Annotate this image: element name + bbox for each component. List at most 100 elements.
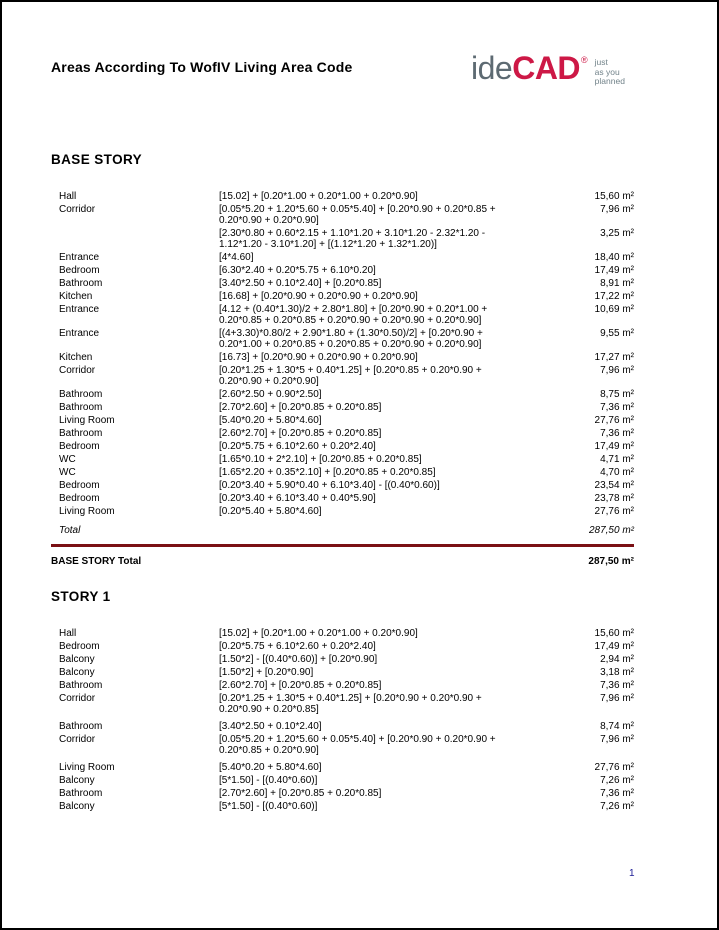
area-formula: [0.20*5.75 + 6.10*2.60 + 0.20*2.40] [219, 441, 376, 452]
room-name: Bathroom [59, 680, 103, 691]
report-header: Areas According To WofIV Living Area Cod… [51, 51, 681, 105]
room-name: Living Room [59, 762, 115, 773]
area-row: Bedroom [6.30*2.40 + 0.20*5.75 + 6.10*0.2… [51, 265, 634, 276]
tagline-line: just [594, 57, 608, 67]
area-row: Bathroom [3.40*2.50 + 0.10*2.40] + [0.20*… [51, 278, 634, 289]
area-row: WC [1.65*0.10 + 2*2.10] + [0.20*0.85 + 0.… [51, 454, 634, 465]
room-name: Corridor [59, 204, 96, 215]
area-formula: [1.50*2] - [(0.40*0.60)] + [0.20*0.90] [219, 654, 378, 665]
room-name: Entrance [59, 252, 100, 263]
area-value: 7,96 m² [600, 204, 634, 215]
area-value: 7,36 m² [600, 680, 634, 691]
area-row: Entrance [4.12 + (0.40*1.30)/2 + 2.80*1.8… [51, 304, 634, 326]
room-name: Bedroom [59, 480, 100, 491]
area-value: 9,55 m² [600, 328, 634, 339]
area-formula: [2.70*2.60] + [0.20*0.85 + 0.20*0.85] [219, 402, 382, 413]
area-row: Entrance [4*4.60] 18,40 m² [51, 252, 634, 263]
area-formula: [1.65*2.20 + 0.35*2.10] + [0.20*0.85 + 0… [219, 467, 436, 478]
area-formula: [0.20*1.25 + 1.30*5 + 0.40*1.25] + [0.20… [219, 365, 482, 387]
area-row: Bathroom [2.60*2.70] + [0.20*0.85 + 0.20*… [51, 680, 634, 691]
area-formula: [0.20*1.25 + 1.30*5 + 0.40*1.25] + [0.20… [219, 693, 482, 715]
room-group: Hall [15.02] + [0.20*1.00 + 0.20*1.00 + 0… [51, 628, 634, 715]
room-name: Bedroom [59, 265, 100, 276]
area-value: 7,26 m² [600, 775, 634, 786]
section-heading: STORY 1 [51, 589, 111, 604]
area-row: Corridor [0.20*1.25 + 1.30*5 + 0.40*1.25]… [51, 365, 634, 387]
area-value: 17,49 m² [594, 441, 634, 452]
room-name: WC [59, 467, 76, 478]
room-name: Bathroom [59, 278, 103, 289]
area-row: Kitchen [16.68] + [0.20*0.90 + 0.20*0.90 … [51, 291, 634, 302]
logo-cad-text: CAD [512, 50, 581, 86]
logo-ide-text: ide [471, 50, 513, 86]
area-row: Bathroom [2.70*2.60] + [0.20*0.85 + 0.20*… [51, 402, 634, 413]
room-name: Corridor [59, 693, 96, 704]
area-formula: [3.40*2.50 + 0.10*2.40] + [0.20*0.85] [219, 278, 382, 289]
area-value: 4,70 m² [600, 467, 634, 478]
room-name: Entrance [59, 304, 100, 315]
area-row: Hall [15.02] + [0.20*1.00 + 0.20*1.00 + 0… [51, 628, 634, 639]
area-value: 3,25 m² [600, 228, 634, 239]
idecad-logo: ide CAD ® just as you planned [471, 51, 625, 87]
grand-total-label: BASE STORY Total [51, 556, 142, 567]
area-value: 17,27 m² [594, 352, 634, 363]
room-name [51, 228, 219, 250]
room-group: Hall [15.02] + [0.20*1.00 + 0.20*1.00 + 0… [51, 191, 634, 517]
area-value: 4,71 m² [600, 454, 634, 465]
page-title: Areas According To WofIV Living Area Cod… [51, 59, 353, 75]
room-name: Bathroom [59, 428, 103, 439]
area-value: 7,36 m² [600, 428, 634, 439]
area-formula: [2.60*2.70] + [0.20*0.85 + 0.20*0.85] [219, 680, 382, 691]
story-section: STORY 1 Hall [15.02] + [0.20*1.00 + 0.20*1… [51, 589, 634, 812]
area-formula: [16.73] + [0.20*0.90 + 0.20*0.90 + 0.20*… [219, 352, 418, 363]
area-formula: [(4+3.30)*0.80/2 + 2.90*1.80 + (1.30*0.5… [219, 328, 483, 350]
area-row: Bathroom [2.60*2.70] + [0.20*0.85 + 0.20*… [51, 428, 634, 439]
area-row: Bathroom [2.60*2.50 + 0.90*2.50] 8,75 m² [51, 389, 634, 400]
area-value: 7,36 m² [600, 402, 634, 413]
room-name: Corridor [59, 365, 96, 376]
room-group: Bathroom [3.40*2.50 + 0.10*2.40] 8,74 m² Co… [51, 721, 634, 756]
area-row: Corridor [0.05*5.20 + 1.20*5.60 + 0.05*5.… [51, 204, 634, 226]
area-value: 8,91 m² [600, 278, 634, 289]
area-row: Bathroom [2.70*2.60] + [0.20*0.85 + 0.20*… [51, 788, 634, 799]
room-name: WC [59, 454, 76, 465]
area-value: 27,76 m² [594, 762, 634, 773]
area-formula: [0.20*5.75 + 6.10*2.60 + 0.20*2.40] [219, 641, 376, 652]
area-value: 23,78 m² [594, 493, 634, 504]
area-row: Living Room [0.20*5.40 + 5.80*4.60] 27,76 … [51, 506, 634, 517]
section-total-label: Total [59, 525, 81, 536]
area-formula: [2.60*2.70] + [0.20*0.85 + 0.20*0.85] [219, 428, 382, 439]
room-name: Kitchen [59, 352, 93, 363]
area-value: 7,96 m² [600, 734, 634, 745]
area-row: WC [1.65*2.20 + 0.35*2.10] + [0.20*0.85 +… [51, 467, 634, 478]
room-name: Balcony [59, 654, 95, 665]
area-value: 15,60 m² [594, 628, 634, 639]
logo-tagline: just as you planned [594, 57, 625, 87]
area-formula: [2.70*2.60] + [0.20*0.85 + 0.20*0.85] [219, 788, 382, 799]
area-row: Bedroom [0.20*5.75 + 6.10*2.60 + 0.20*2.4… [51, 641, 634, 652]
room-name: Hall [59, 191, 77, 202]
room-group: Living Room [5.40*0.20 + 5.80*4.60] 27,76 … [51, 762, 634, 812]
area-formula: [5*1.50] - [(0.40*0.60)] [219, 775, 318, 786]
room-name: Kitchen [59, 291, 93, 302]
room-name: Bedroom [59, 641, 100, 652]
area-formula: [1.50*2] + [0.20*0.90] [219, 667, 314, 678]
room-name: Bathroom [59, 721, 103, 732]
room-name: Entrance [59, 328, 100, 339]
area-row: Kitchen [16.73] + [0.20*0.90 + 0.20*0.90 … [51, 352, 634, 363]
grand-total-value: 287,50 m² [588, 556, 634, 567]
section-divider-rule [51, 544, 634, 547]
area-formula: [3.40*2.50 + 0.10*2.40] [219, 721, 322, 732]
story-section: BASE STORY Hall [15.02] + [0.20*1.00 + 0.2… [51, 152, 634, 567]
room-name: Balcony [59, 775, 95, 786]
area-value: 10,69 m² [594, 304, 634, 315]
area-value: 23,54 m² [594, 480, 634, 491]
area-formula: [2.30*0.80 + 0.60*2.15 + 1.10*1.20 + 3.1… [219, 228, 486, 250]
area-formula: [0.20*3.40 + 6.10*3.40 + 0.40*5.90] [219, 493, 376, 504]
area-value: 3,18 m² [600, 667, 634, 678]
area-row: Corridor [0.20*1.25 + 1.30*5 + 0.40*1.25]… [51, 693, 634, 715]
area-value: 15,60 m² [594, 191, 634, 202]
section-heading: BASE STORY [51, 152, 143, 167]
area-value: 27,76 m² [594, 415, 634, 426]
area-formula: [4*4.60] [219, 252, 254, 263]
